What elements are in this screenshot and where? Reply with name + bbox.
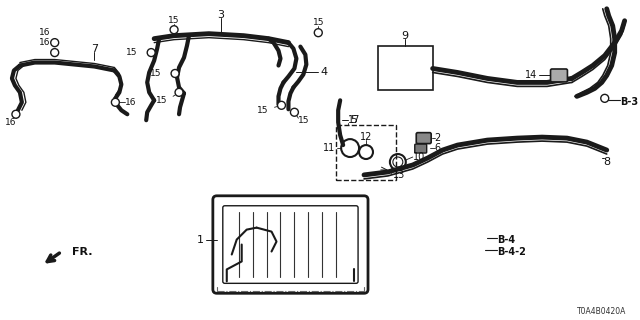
Circle shape	[601, 94, 609, 102]
Text: 16: 16	[39, 38, 51, 47]
Circle shape	[170, 26, 178, 34]
Text: 15: 15	[125, 48, 137, 57]
Text: 7: 7	[91, 44, 98, 54]
Text: 15: 15	[150, 69, 161, 78]
FancyBboxPatch shape	[223, 206, 358, 283]
Circle shape	[111, 98, 119, 106]
Text: 16: 16	[5, 118, 17, 127]
Text: 17: 17	[348, 115, 360, 125]
Text: 15: 15	[257, 106, 269, 115]
Text: 16: 16	[39, 28, 51, 37]
Text: 9: 9	[401, 31, 408, 41]
Circle shape	[171, 69, 179, 77]
Text: 8: 8	[604, 157, 611, 167]
FancyBboxPatch shape	[213, 196, 368, 293]
Text: 16: 16	[125, 98, 137, 107]
Text: 15: 15	[168, 16, 180, 25]
Text: 4: 4	[320, 68, 328, 77]
Text: 15: 15	[312, 18, 324, 27]
Text: FR.: FR.	[72, 246, 92, 257]
Text: 15: 15	[298, 116, 310, 125]
FancyBboxPatch shape	[416, 133, 431, 144]
Text: B-4-2: B-4-2	[497, 246, 526, 257]
Circle shape	[175, 88, 183, 96]
Text: 12: 12	[360, 132, 372, 142]
Text: 2: 2	[435, 133, 441, 143]
Circle shape	[12, 110, 20, 118]
Circle shape	[314, 29, 323, 37]
Text: B-4: B-4	[497, 235, 515, 244]
Bar	[336, 125, 396, 180]
Text: 14: 14	[525, 70, 537, 80]
Circle shape	[51, 39, 59, 47]
Text: 13: 13	[393, 170, 405, 180]
Circle shape	[147, 49, 155, 57]
Text: 3: 3	[218, 10, 224, 20]
Text: 1: 1	[197, 235, 204, 244]
Text: 15: 15	[156, 96, 167, 105]
Text: 5: 5	[350, 115, 357, 125]
FancyBboxPatch shape	[550, 69, 568, 82]
Bar	[378, 46, 433, 90]
Circle shape	[291, 108, 298, 116]
Text: 6: 6	[435, 143, 441, 153]
Text: 11: 11	[323, 143, 335, 153]
FancyBboxPatch shape	[415, 144, 427, 153]
Text: T0A4B0420A: T0A4B0420A	[577, 307, 627, 316]
Circle shape	[278, 101, 285, 109]
Circle shape	[51, 49, 59, 57]
Text: 10: 10	[413, 152, 425, 162]
Text: B-3: B-3	[620, 97, 638, 107]
